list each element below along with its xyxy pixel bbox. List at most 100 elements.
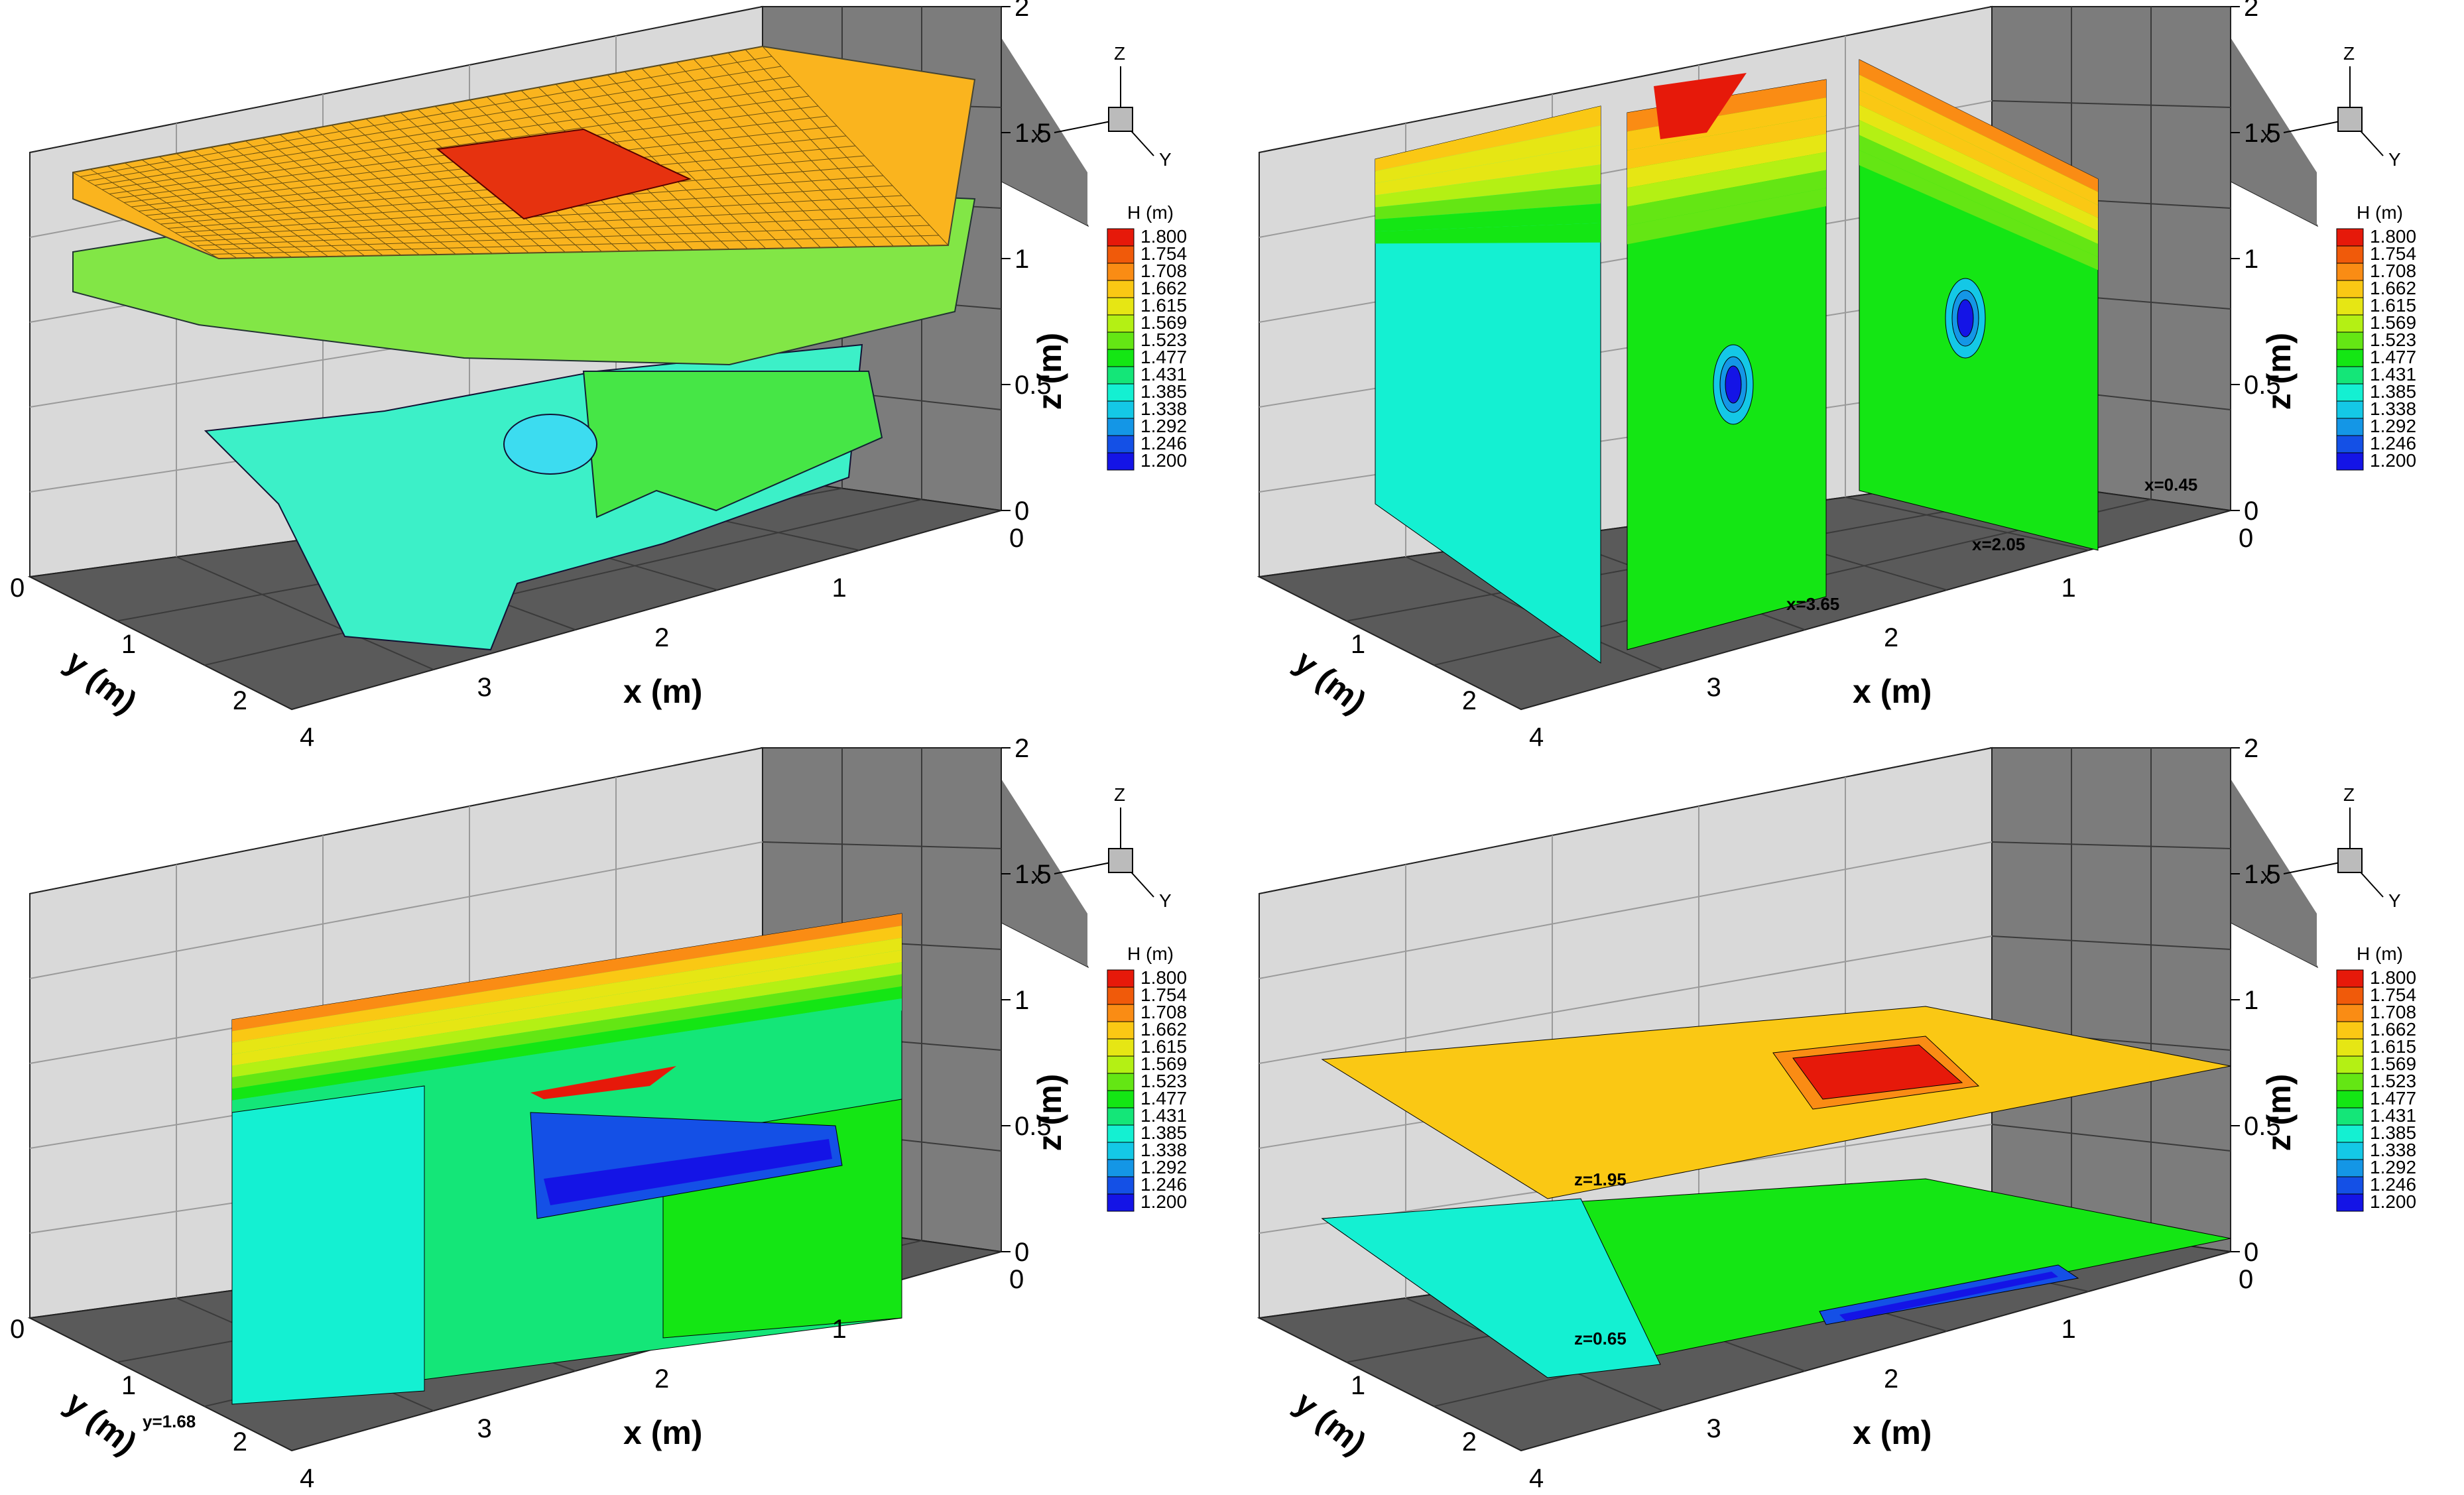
legend-swatch [2336, 280, 2364, 298]
legend-swatch [2336, 1159, 2364, 1177]
axis-triad: Z X Y [1031, 784, 1172, 911]
z-tick: 0.5 [2244, 1112, 2281, 1141]
z-tick: 1 [1015, 986, 1029, 1015]
legend-value: 1.431 [1140, 364, 1187, 385]
axis-triad: Z X Y [1031, 43, 1172, 170]
legend-swatch [1107, 1073, 1135, 1091]
legend-swatch [1107, 452, 1135, 471]
legend-value: 1.246 [1140, 433, 1187, 453]
legend-value: 1.338 [1140, 398, 1187, 419]
y-tick: 2 [233, 686, 247, 715]
legend-value: 1.431 [2370, 364, 2416, 385]
legend-value: 1.200 [2370, 1191, 2416, 1212]
legend-value: 1.662 [2370, 1019, 2416, 1040]
y-tick: 0 [10, 1315, 25, 1344]
triad-x: X [1031, 867, 1044, 888]
legend-swatch [1107, 1038, 1135, 1057]
legend-swatch [1107, 969, 1135, 988]
legend-value: 1.523 [2370, 329, 2416, 350]
x-tick: 3 [477, 673, 492, 702]
legend-swatch [1107, 1159, 1135, 1177]
legend-value: 1.477 [2370, 1088, 2416, 1108]
slice-region-cyan [231, 1085, 425, 1405]
legend-swatch [1107, 314, 1135, 333]
z-tick: 2 [2244, 734, 2258, 763]
slice-z-1.95 [1321, 1006, 2231, 1199]
triad-z: Z [1114, 784, 1125, 805]
legend-value: 1.246 [2370, 433, 2416, 453]
triad-z: Z [1114, 43, 1125, 64]
slice-label: z=1.95 [1574, 1169, 1627, 1189]
legend-swatch [1107, 280, 1135, 298]
z-tick: 0 [1015, 1238, 1029, 1267]
slice-label: z=0.65 [1574, 1329, 1627, 1348]
legend-swatch [2336, 1107, 2364, 1126]
legend-value: 1.385 [1140, 381, 1187, 402]
legend-swatch [1107, 331, 1135, 350]
axis-triad: Z X Y [2260, 43, 2401, 170]
legend-value: 1.569 [1140, 1053, 1187, 1074]
x-tick: 3 [1707, 673, 1721, 702]
legend-value: 1.200 [1140, 1191, 1187, 1212]
legend-swatch [1107, 366, 1135, 385]
legend-value: 1.662 [2370, 278, 2416, 298]
legend-value: 1.569 [2370, 1053, 2416, 1074]
z-tick: 2 [1015, 734, 1029, 763]
legend-swatch [2336, 1073, 2364, 1091]
slice-peak [1792, 1044, 1963, 1100]
triad-cube [1108, 107, 1133, 132]
triad-y: Y [2388, 149, 2401, 170]
legend-swatch [2336, 245, 2364, 264]
z-tick: 2 [2244, 0, 2258, 22]
legend-value: 1.662 [1140, 1019, 1187, 1040]
legend-value: 1.477 [2370, 347, 2416, 367]
x-tick: 3 [1707, 1414, 1721, 1443]
y-tick: 2 [1462, 686, 1477, 715]
legend-swatch [1107, 987, 1135, 1005]
legend-title: H (m) [1127, 202, 1174, 223]
triad-cube [2337, 107, 2363, 132]
legend-swatch [1107, 1090, 1135, 1108]
legend-swatch [1107, 1004, 1135, 1022]
legend-value: 1.800 [1140, 967, 1187, 988]
legend-value: 1.708 [1140, 261, 1187, 281]
legend-swatch [2336, 969, 2364, 988]
triad-x: X [1031, 126, 1044, 147]
x-tick: 0 [2239, 524, 2253, 553]
z-tick: 0 [2244, 497, 2258, 526]
z-tick: 1 [1015, 245, 1029, 274]
legend-value: 1.800 [1140, 226, 1187, 247]
legend-value: 1.200 [1140, 450, 1187, 471]
x-tick: 2 [1884, 623, 1898, 652]
slice-peak [530, 1066, 676, 1099]
legend-swatch [1107, 400, 1135, 419]
legend-swatch [1107, 1055, 1135, 1074]
legend-swatch [1107, 435, 1135, 453]
legend-value: 1.800 [2370, 967, 2416, 988]
triad-x: X [2260, 867, 2273, 888]
legend-value: 1.292 [1140, 416, 1187, 436]
triad-x: X [2260, 126, 2273, 147]
x-axis-label: x (m) [623, 673, 702, 710]
legend-value: 1.385 [2370, 381, 2416, 402]
legend-swatch [2336, 1004, 2364, 1022]
legend-swatch [2336, 1142, 2364, 1160]
slice-region-cyan [1321, 1198, 1661, 1378]
slice-label: x=2.05 [1972, 534, 2025, 554]
legend-swatch [2336, 435, 2364, 453]
y-tick: 1 [121, 630, 136, 659]
legend-value: 1.615 [1140, 295, 1187, 316]
legend-title: H (m) [1127, 943, 1174, 964]
legend-value: 1.338 [2370, 1140, 2416, 1160]
x-tick: 1 [832, 573, 847, 603]
legend-value: 1.754 [1140, 243, 1187, 264]
y-tick: 1 [1351, 1371, 1365, 1400]
slice-label: x=3.65 [1786, 594, 1839, 614]
triad-cube [2337, 848, 2363, 873]
z-tick: 1.5 [2244, 119, 2281, 148]
legend-swatch [1107, 245, 1135, 264]
